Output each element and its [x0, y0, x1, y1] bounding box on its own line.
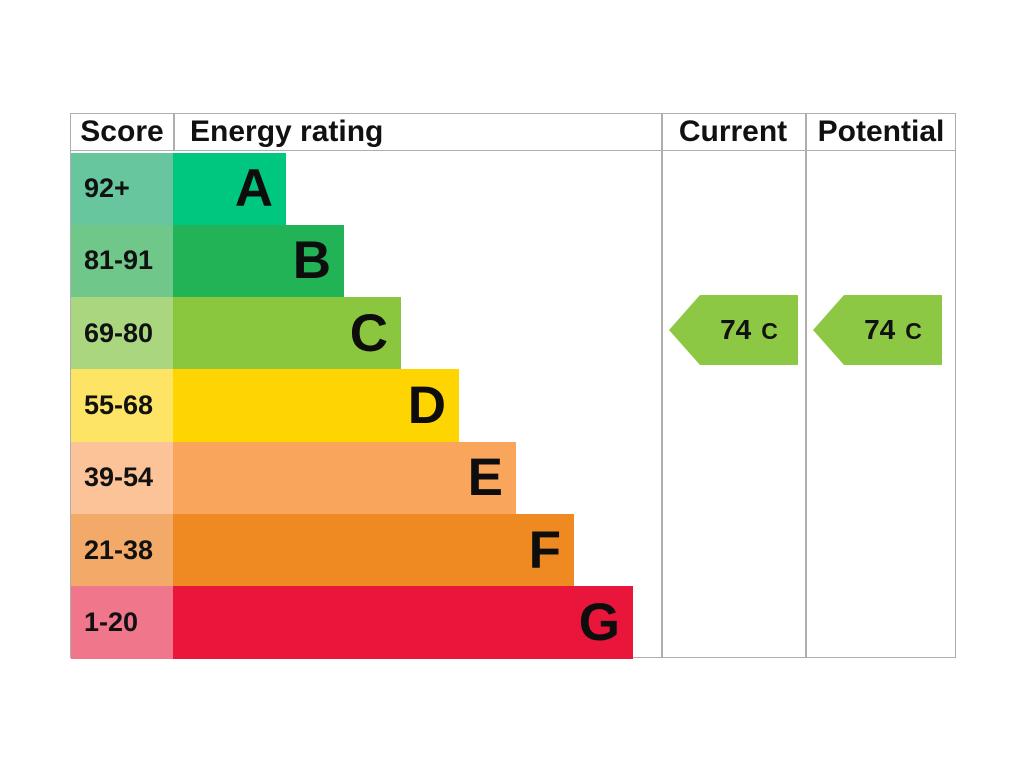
band-score-cell: 21-38: [71, 513, 173, 587]
band-letter: G: [578, 592, 620, 652]
band-score-cell: 55-68: [71, 369, 173, 442]
band-bar: G: [173, 586, 633, 659]
band-score-cell: 39-54: [71, 441, 173, 514]
current-rating-band: C: [761, 318, 778, 344]
band-bar: D: [173, 369, 459, 442]
band-score-label: 69-80: [84, 317, 154, 348]
band-score-label: 92+: [84, 173, 130, 204]
band-score-cell: 69-80: [71, 297, 173, 370]
band-letter: F: [528, 520, 561, 580]
band-score-cell: 92+: [71, 152, 173, 225]
rating-table: Score Energy rating Current Potential 92…: [70, 113, 956, 659]
band-letter: C: [349, 303, 388, 363]
band-letter: E: [467, 448, 503, 508]
band-score-cell: 81-91: [71, 224, 173, 298]
band-letter: D: [407, 376, 446, 436]
current-column-divider: [661, 114, 663, 657]
score-column-header: Score: [80, 115, 164, 148]
band-row-g: 1-20 G: [71, 586, 661, 659]
band-rows: 92+ A 81-91 B 69-80 C: [71, 152, 661, 659]
table-header-row: Score Energy rating Current Potential: [71, 114, 955, 151]
current-column-header: Current: [678, 115, 788, 148]
band-bar: A: [173, 152, 286, 225]
band-letter: B: [292, 231, 331, 291]
band-bar: C: [173, 297, 401, 370]
current-rating-arrow: 74 C: [669, 295, 798, 365]
potential-column-divider: [805, 114, 807, 657]
band-score-label: 1-20: [84, 606, 139, 637]
band-score-label: 39-54: [84, 462, 154, 493]
band-score-label: 55-68: [84, 390, 154, 421]
energy-rating-column-header: Energy rating: [190, 115, 384, 148]
current-rating-value: 74: [720, 314, 752, 345]
band-row-a: 92+ A: [71, 152, 661, 225]
band-bar: B: [173, 224, 344, 298]
potential-rating-arrow: 74 C: [813, 295, 942, 365]
band-row-d: 55-68 D: [71, 369, 661, 442]
band-score-label: 81-91: [84, 245, 154, 276]
band-score-label: 21-38: [84, 534, 154, 565]
band-row-c: 69-80 C: [71, 297, 661, 370]
score-rating-divider: [173, 114, 175, 150]
band-bar: E: [173, 441, 516, 514]
potential-column-header: Potential: [817, 115, 945, 148]
band-row-f: 21-38 F: [71, 513, 661, 587]
band-row-b: 81-91 B: [71, 224, 661, 298]
band-row-e: 39-54 E: [71, 441, 661, 514]
band-bar: F: [173, 513, 574, 587]
potential-rating-band: C: [905, 318, 922, 344]
band-score-cell: 1-20: [71, 586, 173, 659]
potential-rating-value: 74: [864, 314, 896, 345]
band-letter: A: [234, 159, 273, 219]
